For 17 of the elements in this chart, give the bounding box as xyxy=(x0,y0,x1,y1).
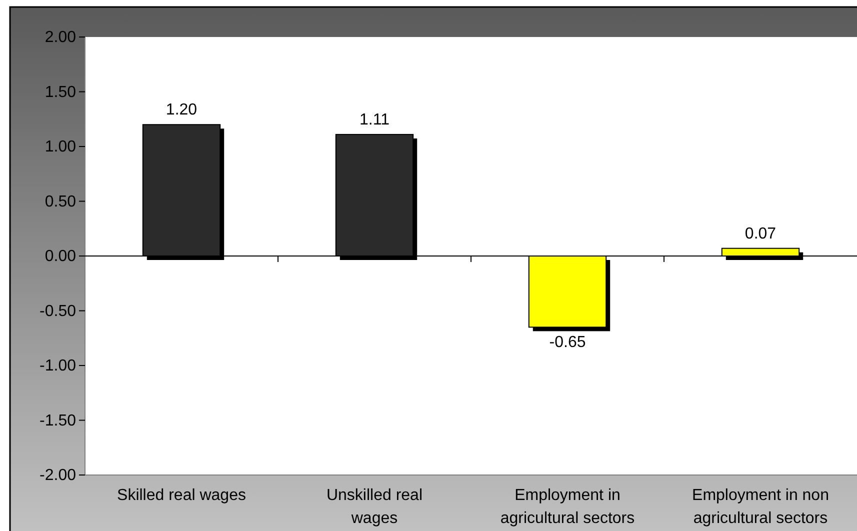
data-label: 1.20 xyxy=(166,102,198,119)
y-tick-label: 1.00 xyxy=(44,138,76,156)
y-tick-label: -2.00 xyxy=(40,467,76,484)
data-label: 1.11 xyxy=(360,111,390,128)
y-tick-label: 0.50 xyxy=(44,193,76,210)
y-tick-label: -0.50 xyxy=(40,302,76,320)
y-tick-label: -1.50 xyxy=(40,412,76,430)
y-tick-label: 0.00 xyxy=(44,248,76,266)
data-label: -0.65 xyxy=(549,334,586,352)
y-tick-label: -1.00 xyxy=(40,358,76,375)
x-tick-label: Unskilled real wages xyxy=(326,487,423,527)
y-tick-label: 1.50 xyxy=(44,84,76,101)
data-label: 0.07 xyxy=(744,225,776,242)
x-tick-label: Employment in agricultural sectors xyxy=(500,487,635,527)
y-tick-label: 2.00 xyxy=(44,29,76,46)
x-tick-label: Employment in non agricultural sectors xyxy=(692,487,829,527)
x-tick-label: Skilled real wages xyxy=(117,487,246,504)
